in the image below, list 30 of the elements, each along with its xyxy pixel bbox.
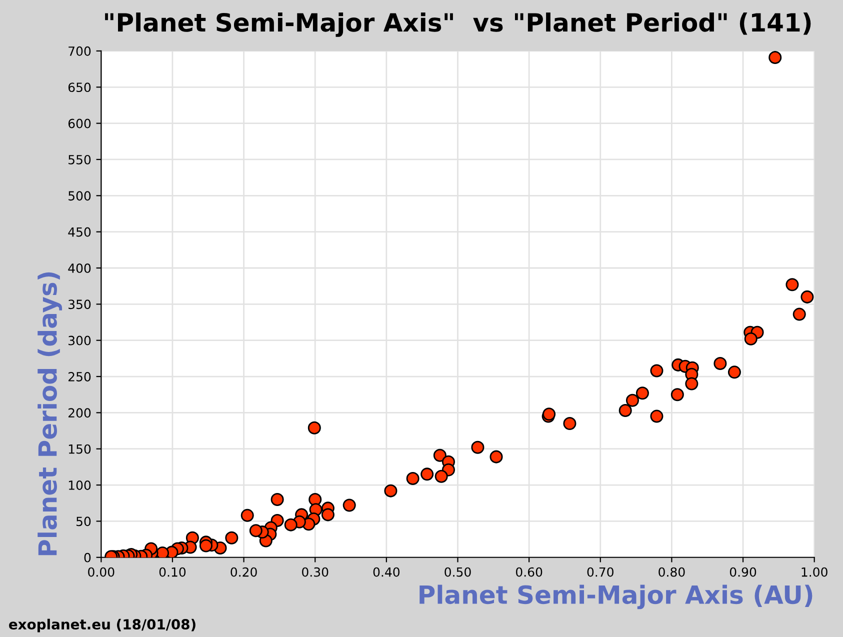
x-tick-label: 0.70 (587, 567, 614, 577)
x-tick-label: 0.80 (658, 567, 685, 577)
x-tick-label: 0.50 (444, 567, 471, 577)
x-tick-label: 0.00 (88, 567, 114, 577)
text: exoplanet.eu (18/01/08) (9, 618, 196, 632)
y-tick-label: 150 (68, 444, 91, 454)
y-tick-label: 400 (68, 263, 91, 273)
x-tick-label: 0.10 (159, 567, 186, 577)
x-axis-title: Planet Semi-Major Axis (AU) (420, 584, 812, 610)
y-tick-label: 550 (68, 154, 91, 164)
x-tick-label: 0.40 (373, 567, 400, 577)
y-tick-label: 350 (68, 300, 91, 310)
y-tick-label: 200 (68, 408, 91, 418)
y-axis-title: Planet Period (days) (38, 272, 62, 556)
y-tick-label: 500 (68, 191, 91, 201)
y-tick-label: 650 (68, 82, 91, 92)
x-tick-label: 0.20 (230, 567, 257, 577)
x-tick-label: 0.60 (516, 567, 542, 577)
y-tick-label: 600 (68, 118, 91, 128)
x-tick-label: 1.00 (802, 567, 828, 577)
x-tick-label: 0.90 (730, 567, 756, 577)
y-tick-label: 0 (84, 552, 91, 562)
y-tick-label: 100 (68, 480, 91, 490)
x-tick-label: 0.30 (302, 567, 328, 577)
y-tick-label: 50 (76, 516, 91, 526)
y-tick-label: 700 (68, 46, 91, 56)
y-tick-label: 250 (68, 372, 91, 382)
chart-title: "Planet Semi-Major Axis" vs "Planet Period" (141) (105, 12, 811, 37)
y-tick-label: 450 (68, 227, 91, 237)
y-tick-label: 300 (68, 336, 91, 346)
